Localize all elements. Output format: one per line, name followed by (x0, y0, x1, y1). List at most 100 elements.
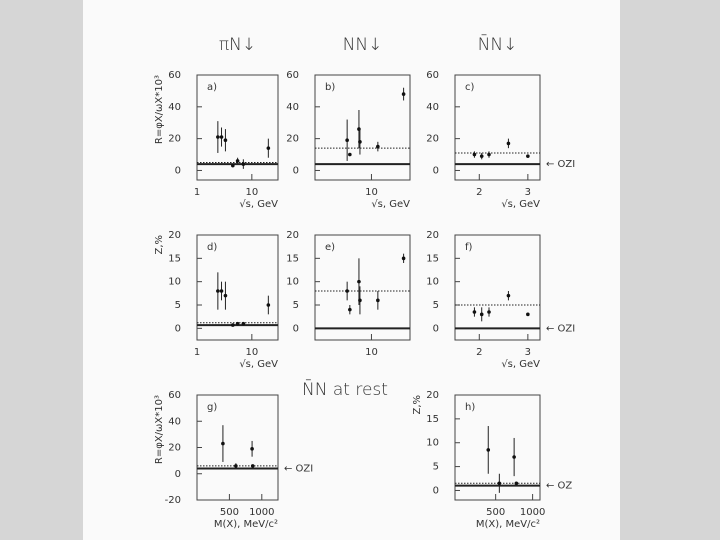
data-point (487, 152, 491, 157)
x-tick-label: 3 (525, 347, 531, 358)
data-point (512, 455, 516, 459)
annotation: ← OZ (546, 481, 572, 492)
panel-label: c) (465, 82, 474, 93)
x-tick-label: 1000 (249, 507, 274, 518)
y-tick-label: 0 (175, 469, 181, 480)
y-tick-label: 5 (293, 300, 299, 311)
x-tick-label: 500 (220, 507, 239, 518)
y-tick-label: 40 (426, 102, 439, 113)
data-point (487, 310, 491, 314)
x-tick-label: 2 (476, 187, 482, 198)
data-point (216, 135, 220, 139)
y-tick-label: 60 (286, 70, 299, 81)
panel-label: h) (465, 402, 475, 413)
x-axis-label: √s, GeV (501, 359, 540, 370)
y-tick-label: 60 (426, 70, 439, 81)
data-point (241, 162, 246, 166)
data-point (526, 312, 530, 317)
x-axis-label: M(X), MeV/c² (476, 519, 540, 530)
x-tick-label: 10 (245, 347, 258, 358)
y-tick-label: 0 (175, 165, 181, 176)
y-tick-label: 0 (433, 323, 439, 334)
y-tick-label: 5 (433, 300, 439, 311)
x-axis-label: √s, GeV (371, 199, 410, 210)
data-point (479, 154, 484, 158)
x-tick-label: 10 (245, 187, 258, 198)
data-point (231, 323, 235, 327)
frame (454, 394, 541, 501)
y-tick-label: 5 (175, 300, 181, 311)
data-point (345, 289, 349, 293)
data-point (348, 307, 352, 312)
x-tick-label: 500 (486, 507, 505, 518)
data-point (401, 256, 406, 261)
data-point (506, 141, 511, 146)
y-tick-label: -20 (165, 495, 181, 506)
y-tick-label: 10 (286, 277, 299, 288)
column-title: N̄N↓ (478, 34, 518, 55)
frame (454, 234, 541, 341)
data-point (241, 321, 246, 326)
y-tick-label: 40 (286, 102, 299, 113)
data-point (250, 447, 254, 451)
y-tick-label: 0 (433, 485, 439, 496)
x-axis-label: √s, GeV (239, 359, 278, 370)
x-tick-label: 1 (194, 347, 200, 358)
data-point (472, 310, 477, 314)
data-point (348, 152, 352, 157)
annotation: ← OZI (284, 464, 313, 475)
panel-label: b) (325, 82, 335, 93)
data-point (216, 289, 220, 293)
panel-label: d) (207, 242, 217, 253)
data-point (250, 464, 255, 468)
y-tick-label: 20 (168, 443, 181, 454)
y-tick-label: 20 (286, 230, 299, 241)
data-point (358, 140, 362, 144)
x-tick-label: 1000 (520, 507, 545, 518)
y-tick-label: 0 (293, 323, 299, 334)
data-point (235, 159, 240, 163)
y-tick-label: 20 (426, 230, 439, 241)
x-tick-label: 3 (525, 187, 531, 198)
y-tick-label: 20 (168, 134, 181, 145)
frame (454, 74, 541, 181)
data-point (506, 293, 511, 298)
data-point (219, 135, 224, 139)
y-tick-label: 15 (426, 253, 439, 264)
y-tick-label: 0 (293, 165, 299, 176)
panel-label: f) (465, 242, 473, 253)
y-tick-label: 0 (175, 323, 181, 334)
y-tick-label: 40 (168, 102, 181, 113)
data-point (358, 298, 362, 303)
y-tick-label: 10 (168, 277, 181, 288)
data-point (223, 138, 228, 143)
data-point (221, 441, 225, 446)
sheet (83, 0, 620, 540)
x-axis-label: √s, GeV (501, 199, 540, 210)
frame (196, 74, 279, 181)
column-title: πN↓ (219, 35, 256, 55)
panel-label: e) (325, 242, 335, 253)
y-tick-label: 15 (426, 414, 439, 425)
data-point (479, 312, 484, 317)
frame (196, 234, 279, 341)
data-point (231, 163, 235, 168)
panel-label: g) (207, 402, 217, 413)
y-tick-label: 20 (426, 134, 439, 145)
x-tick-label: 1 (194, 187, 200, 198)
y-tick-label: 20 (168, 230, 181, 241)
data-point (219, 289, 224, 293)
data-point (472, 152, 477, 157)
frame (314, 74, 411, 181)
data-point (235, 321, 240, 326)
y-tick-label: 0 (433, 165, 439, 176)
data-point (345, 138, 349, 143)
data-point (497, 481, 502, 486)
y-tick-label: 10 (426, 277, 439, 288)
column-title: NN↓ (343, 35, 383, 55)
data-point (401, 92, 406, 96)
data-point (357, 279, 361, 284)
section-title: N̄N at rest (302, 379, 388, 400)
x-axis-label: M(X), MeV/c² (214, 519, 278, 530)
